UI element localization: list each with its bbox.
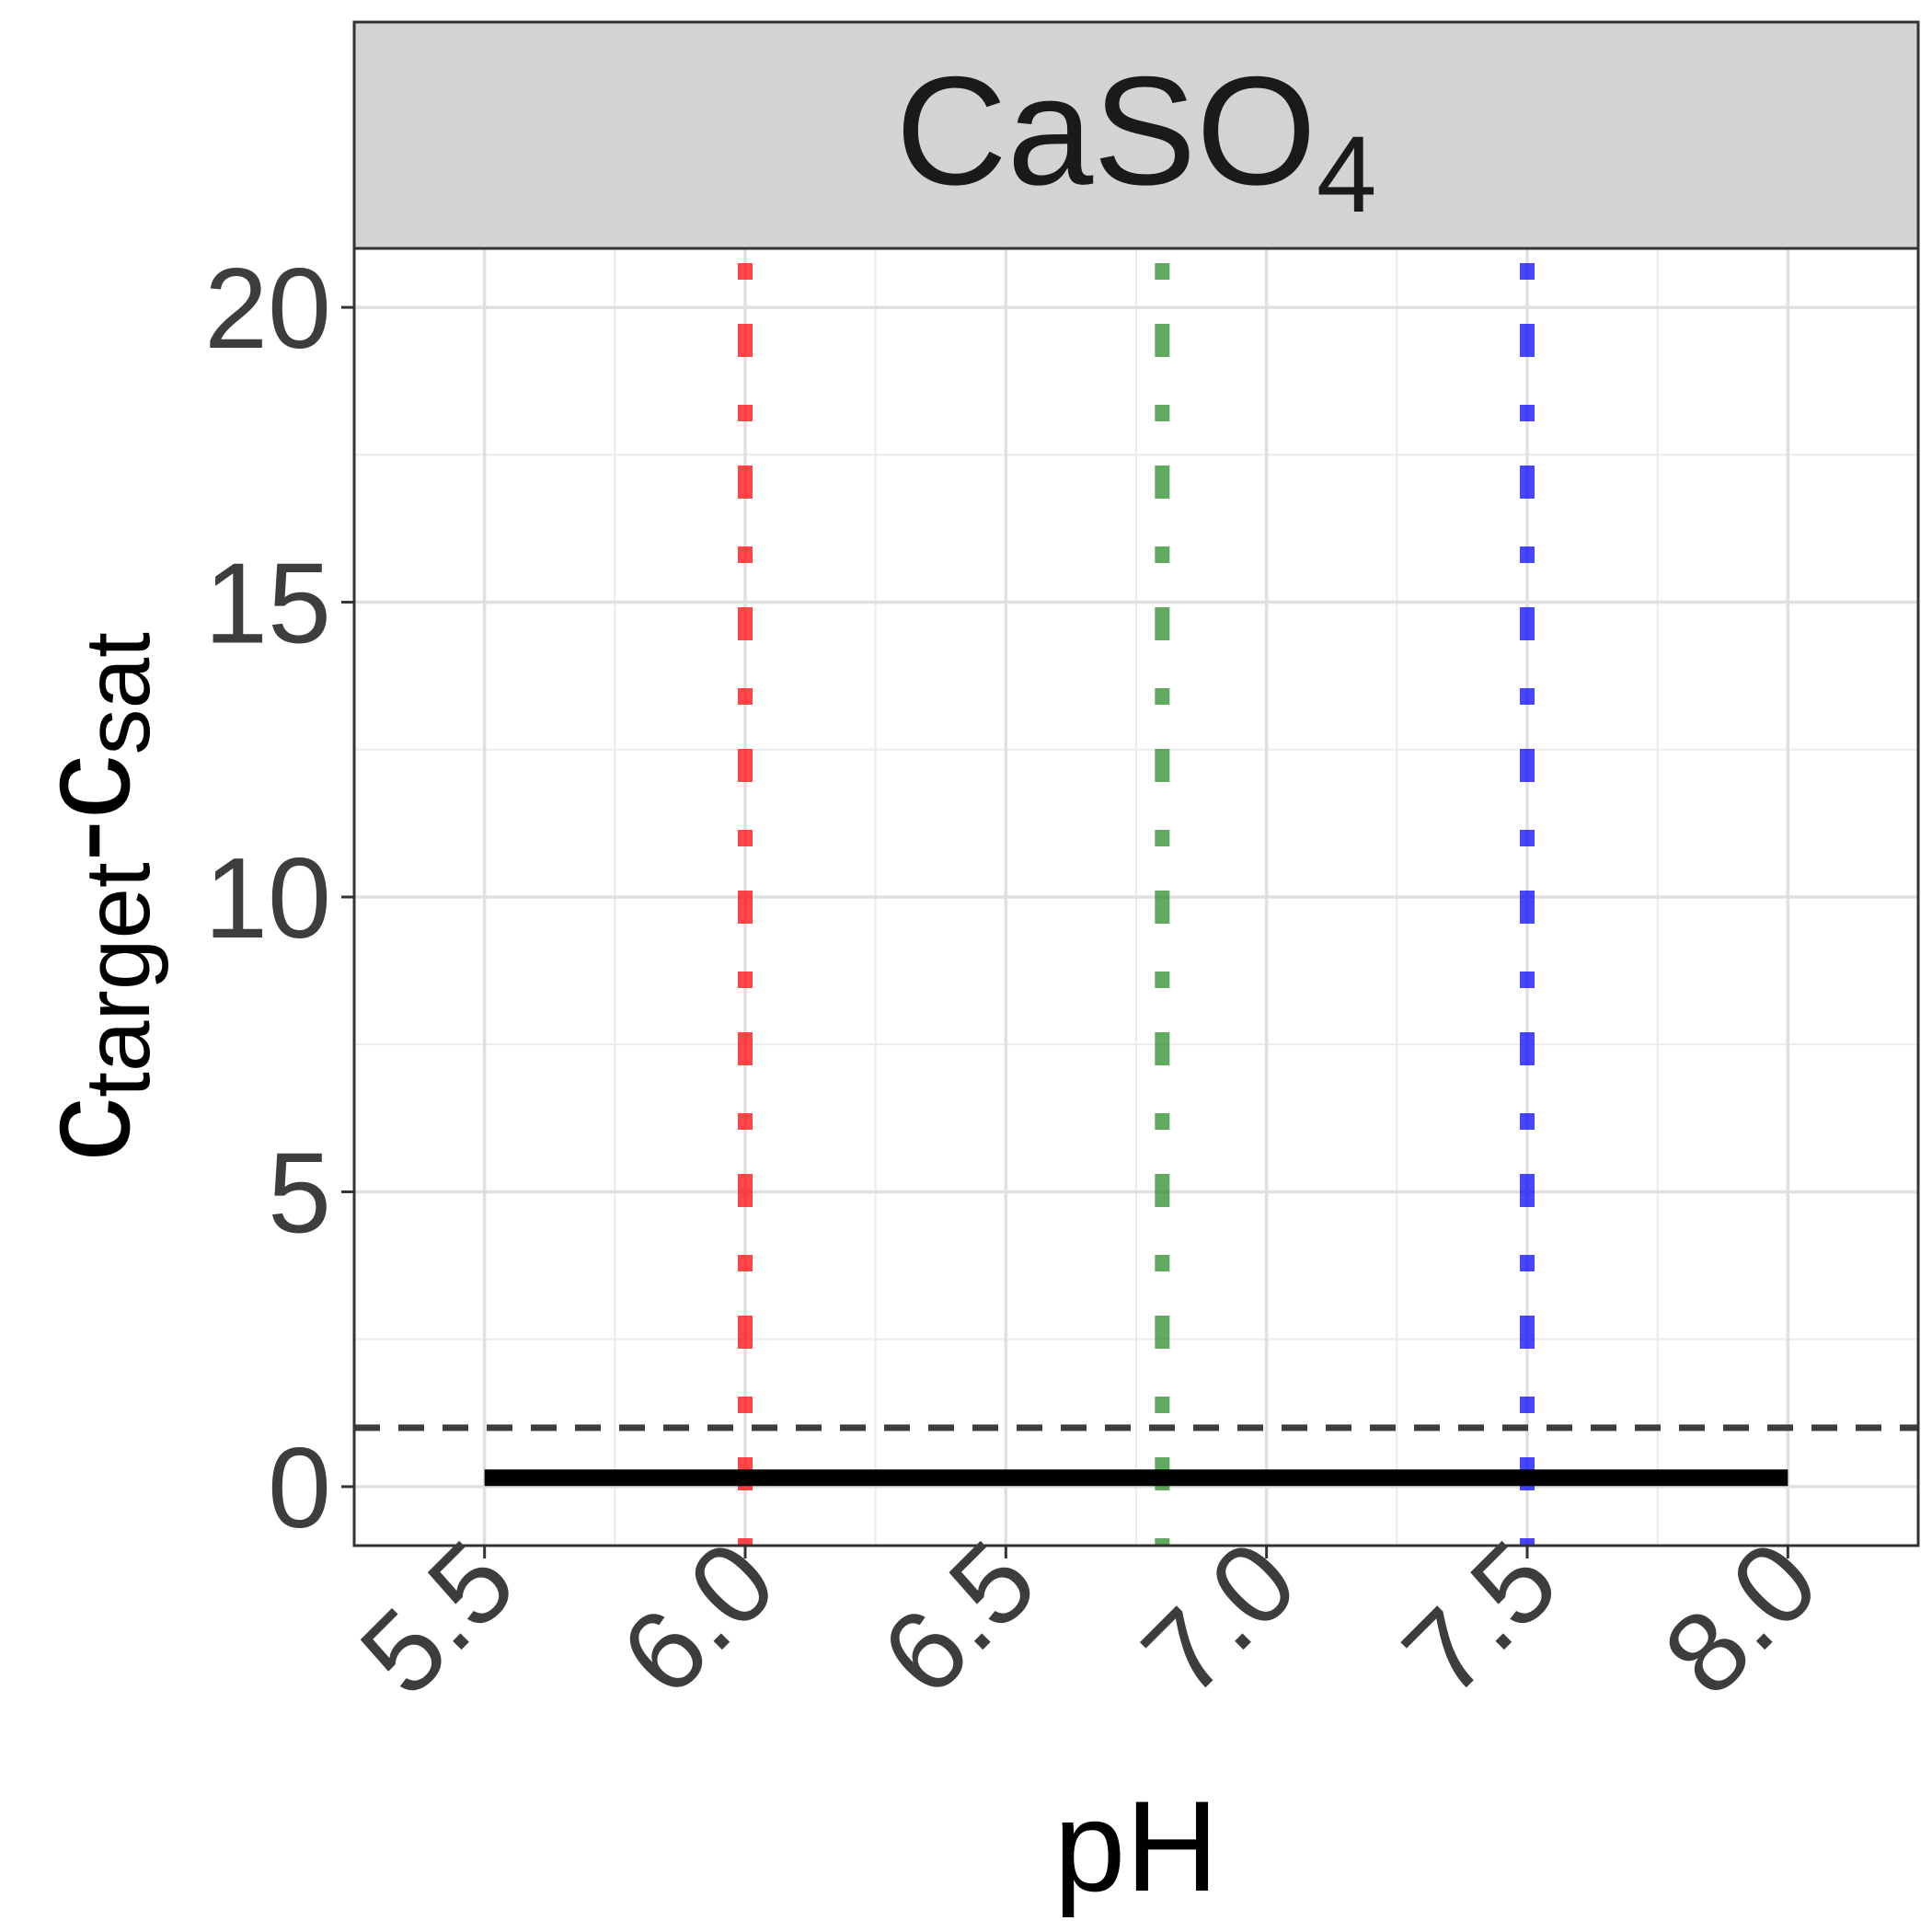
x-tick-label: 7.0	[1119, 1518, 1320, 1719]
x-tick-label: 8.0	[1640, 1518, 1842, 1719]
x-axis-title: pH	[1054, 1774, 1219, 1918]
x-tick-label: 6.5	[858, 1518, 1060, 1719]
reference-lines	[354, 263, 1918, 1546]
x-tick-label: 5.5	[337, 1518, 538, 1719]
y-axis-title-c1: c	[12, 1098, 156, 1162]
facet-strip-label: CaSO4	[895, 44, 1376, 236]
y-axis-title-sub2: sat	[66, 632, 169, 755]
x-tick-label: 6.0	[598, 1518, 799, 1719]
y-tick-label: 20	[204, 246, 331, 373]
facet-strip	[352, 20, 1920, 250]
y-axis-title-mid: -c	[12, 755, 156, 863]
y-axis-title: ctarget-csat	[12, 632, 169, 1162]
x-tick-label: 7.5	[1380, 1518, 1581, 1719]
y-tick-label: 15	[204, 541, 331, 668]
x-axis: 5.5 6.0 6.5 7.0 7.5 8.0	[337, 1518, 1842, 1719]
y-tick-label: 0	[268, 1425, 331, 1552]
y-axis: 0 5 10 15 20	[204, 246, 354, 1552]
y-tick-label: 10	[204, 835, 331, 962]
y-tick-label: 5	[268, 1130, 331, 1257]
y-axis-title-sub1: target	[66, 862, 169, 1098]
